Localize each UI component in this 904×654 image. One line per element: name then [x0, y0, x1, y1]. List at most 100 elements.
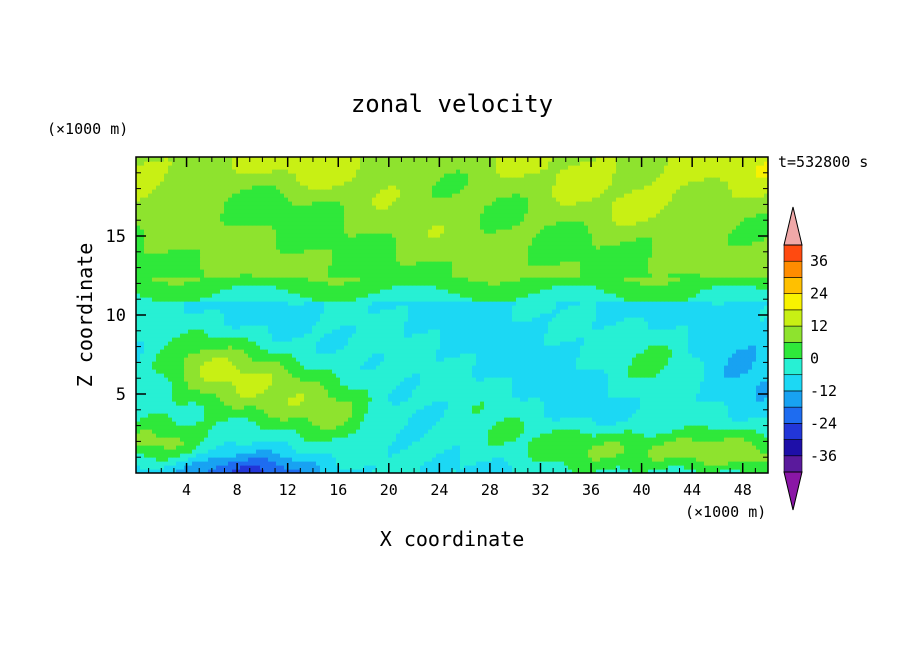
heatmap-cell [728, 377, 733, 382]
heatmap-cell [400, 421, 405, 426]
heatmap-cell [680, 449, 685, 454]
heatmap-cell [392, 457, 397, 462]
heatmap-cell [172, 361, 177, 366]
heatmap-cell [232, 353, 237, 358]
heatmap-cell [256, 457, 261, 462]
heatmap-cell [252, 393, 257, 398]
heatmap-cell [188, 397, 193, 402]
heatmap-cell [512, 361, 517, 366]
heatmap-cell [488, 381, 493, 386]
heatmap-cell [588, 437, 593, 442]
heatmap-cell [656, 381, 661, 386]
heatmap-cell [628, 421, 633, 426]
heatmap-cell [576, 365, 581, 370]
heatmap-cell [732, 425, 737, 430]
heatmap-cell [220, 417, 225, 422]
heatmap-cell [472, 353, 477, 358]
heatmap-cell [572, 353, 577, 358]
heatmap-cell [584, 361, 589, 366]
heatmap-cell [388, 405, 393, 410]
heatmap-cell [608, 461, 613, 466]
heatmap-cell [324, 377, 329, 382]
heatmap-cell [420, 425, 425, 430]
heatmap-cell [476, 397, 481, 402]
heatmap-cell [412, 361, 417, 366]
heatmap-cell [324, 373, 329, 378]
heatmap-cell [572, 457, 577, 462]
heatmap-cell [356, 373, 361, 378]
heatmap-cell [204, 409, 209, 414]
heatmap-cell [220, 393, 225, 398]
heatmap-cell [280, 405, 285, 410]
heatmap-cell [236, 349, 241, 354]
heatmap-cell [232, 381, 237, 386]
heatmap-cell [416, 349, 421, 354]
heatmap-cell [560, 377, 565, 382]
heatmap-cell [212, 409, 217, 414]
heatmap-cell [548, 365, 553, 370]
heatmap-cell [388, 433, 393, 438]
heatmap-cell [448, 441, 453, 446]
heatmap-cell [152, 381, 157, 386]
heatmap-cell [656, 421, 661, 426]
heatmap-cell [416, 465, 421, 470]
heatmap-cell [292, 441, 297, 446]
heatmap-cell [692, 457, 697, 462]
heatmap-cell [280, 349, 285, 354]
heatmap-cell [624, 377, 629, 382]
heatmap-cell [348, 397, 353, 402]
heatmap-cell [288, 345, 293, 350]
heatmap-cell [252, 469, 257, 473]
heatmap-cell [704, 361, 709, 366]
heatmap-cell [532, 445, 537, 450]
heatmap-cell [160, 457, 165, 462]
heatmap-cell [300, 349, 305, 354]
heatmap-cell [408, 353, 413, 358]
heatmap-cell [440, 441, 445, 446]
heatmap-cell [288, 421, 293, 426]
heatmap-cell [604, 365, 609, 370]
heatmap-cell [200, 441, 205, 446]
heatmap-cell [736, 441, 741, 446]
heatmap-cell [760, 369, 765, 374]
heatmap-cell [160, 345, 165, 350]
heatmap-cell [764, 429, 768, 434]
heatmap-cell [388, 461, 393, 466]
heatmap-cell [608, 397, 613, 402]
heatmap-cell [184, 357, 189, 362]
heatmap-cell [272, 373, 277, 378]
heatmap-cell [512, 349, 517, 354]
heatmap-cell [716, 373, 721, 378]
heatmap-cell [188, 345, 193, 350]
heatmap-cell [336, 357, 341, 362]
heatmap-cell [500, 421, 505, 426]
heatmap-cell [520, 441, 525, 446]
heatmap-cell [196, 405, 201, 410]
heatmap-cell [156, 345, 161, 350]
heatmap-cell [728, 465, 733, 470]
heatmap-cell [428, 429, 433, 434]
heatmap-cell [144, 389, 149, 394]
heatmap-cell [436, 461, 441, 466]
heatmap-cell [452, 441, 457, 446]
heatmap-cell [244, 465, 249, 470]
heatmap-cell [300, 393, 305, 398]
heatmap-cell [652, 465, 657, 470]
heatmap-cell [332, 409, 337, 414]
heatmap-cell [380, 369, 385, 374]
heatmap-cell [156, 465, 161, 470]
heatmap-cell [308, 441, 313, 446]
heatmap-cell [756, 461, 761, 466]
heatmap-cell [364, 353, 369, 358]
heatmap-cell [168, 377, 173, 382]
heatmap-cell [296, 405, 301, 410]
heatmap-cell [380, 405, 385, 410]
heatmap-cell [624, 349, 629, 354]
heatmap-cell [240, 445, 245, 450]
heatmap-cell [208, 453, 213, 458]
heatmap-cell [564, 457, 569, 462]
heatmap-cell [736, 393, 741, 398]
heatmap-cell [576, 409, 581, 414]
heatmap-cell [512, 373, 517, 378]
heatmap-cell [212, 385, 217, 390]
